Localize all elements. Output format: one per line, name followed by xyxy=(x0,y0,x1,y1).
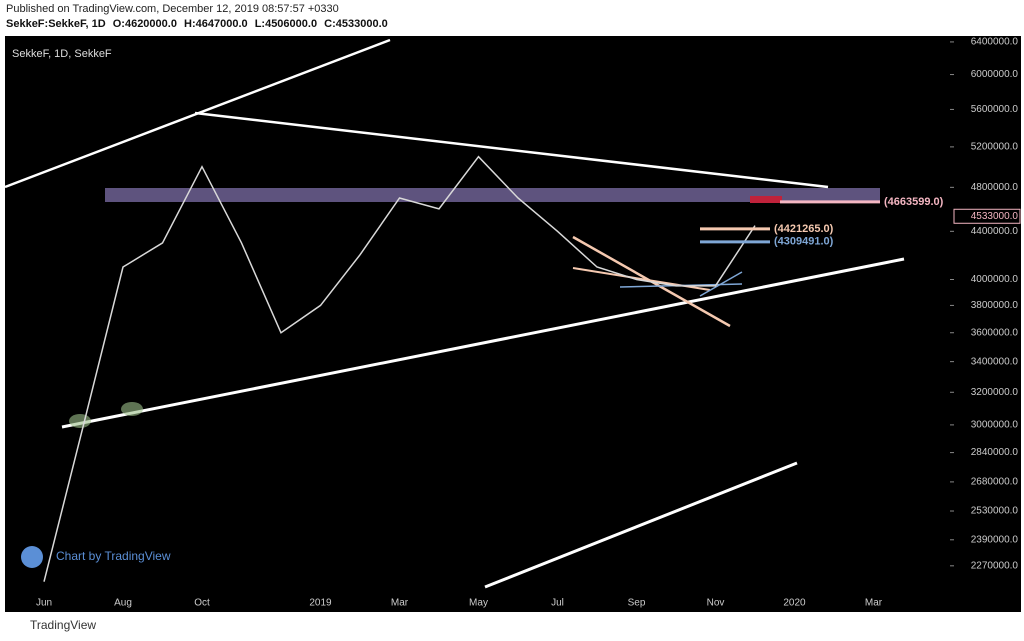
x-tick-label: Sep xyxy=(628,598,646,609)
x-tick-label: 2020 xyxy=(783,598,806,609)
ohlc-close: C:4533000.0 xyxy=(324,18,388,30)
resistance-zone xyxy=(105,188,880,202)
y-tick-label: 4000000.0 xyxy=(971,274,1019,285)
x-tick-label: Jun xyxy=(36,598,52,609)
x-tick-label: Mar xyxy=(391,598,409,609)
x-tick-label: 2019 xyxy=(309,598,332,609)
publisher: Published on TradingView.com, December 1… xyxy=(6,3,339,15)
chart-background xyxy=(5,36,1021,612)
ohlc-open: O:4620000.0 xyxy=(112,18,177,30)
x-tick-label: Oct xyxy=(194,598,210,609)
x-tick-label: Mar xyxy=(865,598,883,609)
x-tick-label: Nov xyxy=(707,598,725,609)
channel-line xyxy=(619,283,743,288)
price-line xyxy=(43,155,756,582)
ohlc-low: L:4506000.0 xyxy=(254,18,318,30)
watermark-logo xyxy=(21,546,43,568)
y-tick-label: 6000000.0 xyxy=(971,69,1019,80)
last-price-box xyxy=(953,208,1021,224)
last-price-label: 4533000.0 xyxy=(971,211,1019,222)
y-tick-label: 3200000.0 xyxy=(971,387,1019,398)
touch-marker xyxy=(121,402,143,416)
y-tick-label: 4800000.0 xyxy=(971,182,1019,193)
channel-line xyxy=(699,271,743,297)
trend-line xyxy=(61,257,905,429)
level-label: (4663599.0) xyxy=(884,196,944,208)
y-tick-label: 3800000.0 xyxy=(971,300,1019,311)
touch-marker xyxy=(69,414,91,428)
trend-line xyxy=(194,111,829,189)
chart-title: SekkeF, 1D, SekkeF xyxy=(12,48,112,60)
y-tick-label: 2390000.0 xyxy=(971,534,1019,545)
ohlc-high: H:4647000.0 xyxy=(184,18,248,30)
x-tick-label: Jul xyxy=(551,598,564,609)
y-tick-label: 5600000.0 xyxy=(971,104,1019,115)
footer: TradingView xyxy=(30,618,97,632)
symbol-info: SekkeF:SekkeF, 1D O:4620000.0 H:4647000.… xyxy=(6,18,392,30)
highlight xyxy=(750,196,782,203)
y-tick-label: 2840000.0 xyxy=(971,447,1019,458)
y-tick-label: 3400000.0 xyxy=(971,356,1019,367)
x-tick-label: Aug xyxy=(114,598,132,609)
y-tick-label: 5200000.0 xyxy=(971,142,1019,153)
symbol: SekkeF:SekkeF, 1D xyxy=(6,18,106,30)
y-tick-label: 3600000.0 xyxy=(971,327,1019,338)
x-tick-label: May xyxy=(469,598,488,609)
watermark: Chart by TradingView xyxy=(56,549,171,563)
trend-line xyxy=(484,461,798,589)
y-tick-label: 2680000.0 xyxy=(971,477,1019,488)
channel-line xyxy=(572,267,711,291)
y-tick-label: 2270000.0 xyxy=(971,560,1019,571)
level-label: (4309491.0) xyxy=(774,236,834,248)
y-tick-label: 4400000.0 xyxy=(971,226,1019,237)
y-tick-label: 3000000.0 xyxy=(971,420,1019,431)
channel-line xyxy=(572,235,731,328)
y-tick-label: 2530000.0 xyxy=(971,506,1019,517)
level-label: (4421265.0) xyxy=(774,223,834,235)
y-tick-label: 6400000.0 xyxy=(971,37,1019,48)
trend-line xyxy=(4,38,391,189)
